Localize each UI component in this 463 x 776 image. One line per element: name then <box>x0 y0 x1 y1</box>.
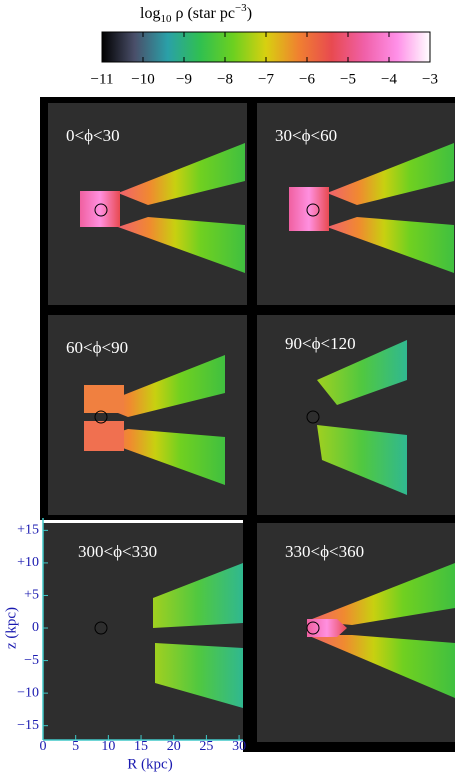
x-tick-label: 5 <box>72 739 79 754</box>
panel: 330<ϕ<360 <box>257 523 455 742</box>
x-tick-label: 10 <box>101 739 115 754</box>
panel-label: 60<ϕ<90 <box>66 338 128 357</box>
colorbar-tick-label: −4 <box>381 71 397 87</box>
panel: 60<ϕ<90 <box>48 315 247 515</box>
colorbar-tick-label: −5 <box>340 71 356 87</box>
panel: 30<ϕ<60 <box>257 103 455 305</box>
y-tick-label: −10 <box>17 685 39 700</box>
colorbar-tick-label: −8 <box>217 71 233 87</box>
x-tick-label: 25 <box>199 739 213 754</box>
colorbar-tick-label: −6 <box>299 71 315 87</box>
colorbar-tick-label: −3 <box>422 71 438 87</box>
label-part: log <box>140 5 160 22</box>
y-tick-label: +15 <box>17 523 39 538</box>
colorbar-tick-label: −10 <box>131 71 154 87</box>
x-axis-label: R (kpc) <box>127 756 172 772</box>
colorbar-tick-label: −11 <box>91 71 114 87</box>
label-part: ) <box>247 5 252 22</box>
x-tick-label: 20 <box>167 739 181 754</box>
panel-label: 0<ϕ<30 <box>66 126 120 145</box>
colorbar-label: log10 ρ (star pc−3) <box>140 2 252 25</box>
x-tick-label: 15 <box>134 739 148 754</box>
y-tick-label: −5 <box>24 653 39 668</box>
y-tick-label: 0 <box>32 620 39 635</box>
label-part: ρ (star pc <box>171 5 235 22</box>
y-tick-label: +5 <box>24 588 39 603</box>
panel-label: 90<ϕ<120 <box>285 334 356 353</box>
y-tick-label: −15 <box>17 718 39 733</box>
colorbar-tick-label: −9 <box>176 71 192 87</box>
y-axis-label: z (kpc) <box>3 607 19 649</box>
label-part: 10 <box>160 13 172 25</box>
panel: 90<ϕ<120 <box>257 315 455 515</box>
panel: 300<ϕ<330 <box>43 523 243 740</box>
panel: 0<ϕ<30 <box>48 103 247 305</box>
panel-label: 30<ϕ<60 <box>275 126 337 145</box>
label-part: −3 <box>235 2 247 14</box>
x-tick-label: 0 <box>40 739 47 754</box>
panel-label: 300<ϕ<330 <box>78 542 157 561</box>
y-tick-label: +10 <box>17 555 39 570</box>
colorbar-tick-label: −7 <box>258 71 274 87</box>
x-tick-label: 30 <box>232 739 246 754</box>
panel-label: 330<ϕ<360 <box>285 542 364 561</box>
